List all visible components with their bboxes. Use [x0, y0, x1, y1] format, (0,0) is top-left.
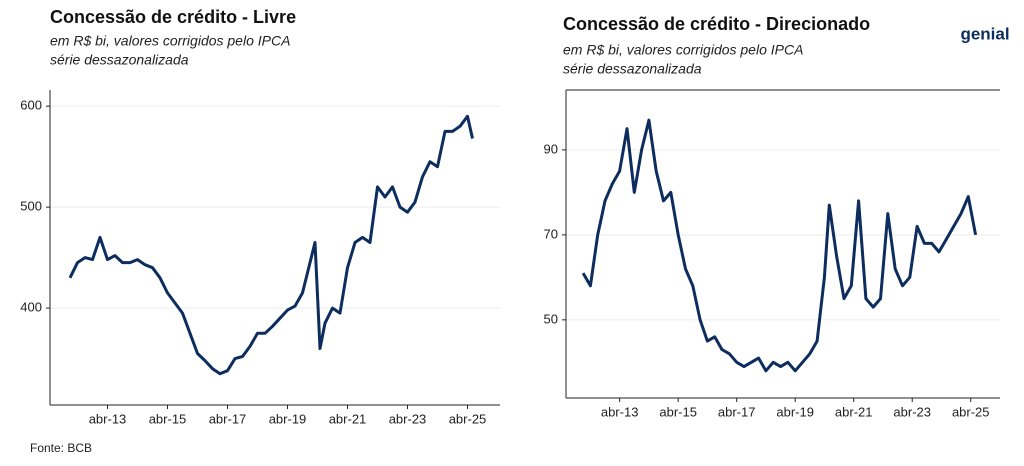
x-tick-label: abr-23 — [893, 404, 931, 419]
chart-subtitle: série dessazonalizada — [563, 61, 702, 77]
chart-title: Concessão de crédito - Direcionado — [563, 14, 870, 34]
x-tick-label: abr-15 — [149, 411, 187, 426]
x-tick-label: abr-25 — [449, 411, 487, 426]
y-tick-label: 50 — [544, 311, 558, 326]
x-tick-label: abr-21 — [329, 411, 367, 426]
y-tick-label: 400 — [20, 300, 42, 315]
x-tick-label: abr-25 — [952, 404, 990, 419]
x-tick-label: abr-21 — [835, 404, 873, 419]
y-tick-label: 600 — [20, 98, 42, 113]
logo: genial — [960, 24, 1009, 43]
chart-subtitle: série dessazonalizada — [50, 52, 189, 68]
x-tick-label: abr-19 — [776, 404, 814, 419]
chart-subtitle: em R$ bi, valores corrigidos pelo IPCA — [50, 33, 290, 49]
x-tick-label: abr-19 — [269, 411, 307, 426]
y-tick-label: 70 — [544, 226, 558, 241]
y-tick-label: 90 — [544, 141, 558, 156]
chart-title: Concessão de crédito - Livre — [50, 7, 296, 27]
source: Fonte: BCB — [30, 441, 92, 455]
x-tick-label: abr-17 — [718, 404, 756, 419]
x-tick-label: abr-15 — [659, 404, 697, 419]
data-line — [581, 118, 978, 373]
x-tick-label: abr-23 — [389, 411, 427, 426]
data-line — [68, 114, 474, 376]
x-tick-label: abr-17 — [209, 411, 247, 426]
chart-subtitle: em R$ bi, valores corrigidos pelo IPCA — [563, 42, 803, 58]
x-tick-label: abr-13 — [601, 404, 639, 419]
y-tick-label: 500 — [20, 199, 42, 214]
x-tick-label: abr-13 — [89, 411, 127, 426]
